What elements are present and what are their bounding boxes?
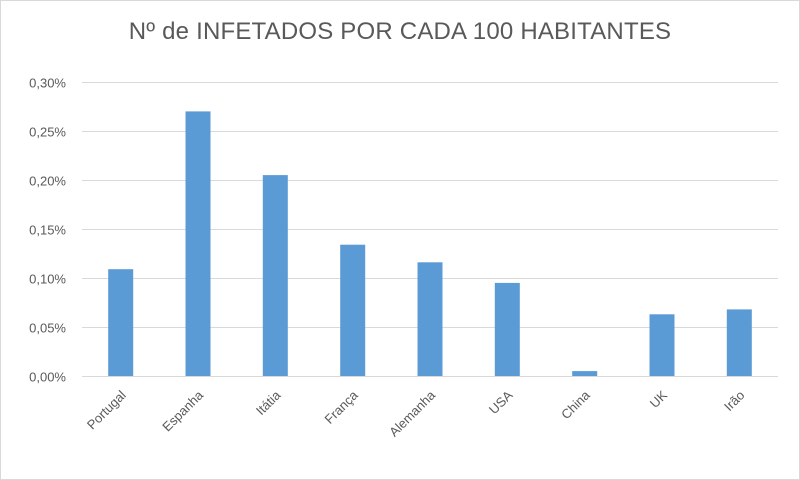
bar-portugal	[108, 269, 134, 376]
x-tick-label: Portugal	[84, 387, 129, 432]
bar-frança	[340, 244, 366, 376]
chart-title: Nº de INFETADOS POR CADA 100 HABITANTES	[128, 18, 672, 45]
y-tick-label: 0,25%	[29, 125, 66, 140]
y-tick-label: 0,00%	[29, 370, 66, 385]
bar-itátia	[262, 175, 288, 376]
x-tick-label: China	[558, 387, 593, 422]
bar-irão	[726, 309, 752, 376]
x-tick-label: Espanha	[159, 387, 206, 434]
y-tick-label: 0,05%	[29, 321, 66, 336]
x-tick-label: UK	[647, 387, 671, 411]
y-tick-label: 0,10%	[29, 272, 66, 287]
x-axis-tick-labels: Portugal Espanha Itátia França Alemanha USA Ch…	[84, 387, 748, 440]
bar-alemanha	[417, 262, 443, 376]
y-axis-tick-labels: 0,00% 0,05% 0,10% 0,15% 0,20% 0,25% 0,30%	[29, 76, 66, 385]
bars	[108, 111, 752, 377]
y-tick-label: 0,20%	[29, 174, 66, 189]
bar-espanha	[185, 111, 211, 377]
bar-usa	[494, 282, 520, 376]
x-tick-label: Alemanha	[386, 387, 439, 440]
x-tick-label: USA	[486, 387, 516, 417]
x-tick-label: Itátia	[253, 387, 284, 418]
bar-uk	[649, 314, 675, 376]
y-tick-label: 0,30%	[29, 76, 66, 91]
x-tick-label: Irão	[721, 388, 747, 414]
x-tick-label: França	[322, 387, 362, 427]
y-tick-label: 0,15%	[29, 223, 66, 238]
bar-china	[572, 371, 598, 376]
